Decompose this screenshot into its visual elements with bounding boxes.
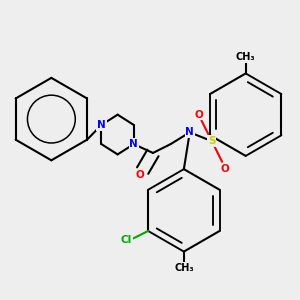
Text: O: O <box>221 164 230 174</box>
Text: N: N <box>185 127 194 137</box>
Text: Cl: Cl <box>121 235 132 245</box>
Text: N: N <box>97 120 106 130</box>
Text: CH₃: CH₃ <box>236 52 256 62</box>
Text: S: S <box>208 136 216 146</box>
Text: CH₃: CH₃ <box>174 263 194 273</box>
Text: O: O <box>194 110 203 120</box>
Text: N: N <box>129 139 138 149</box>
Text: O: O <box>135 170 144 180</box>
